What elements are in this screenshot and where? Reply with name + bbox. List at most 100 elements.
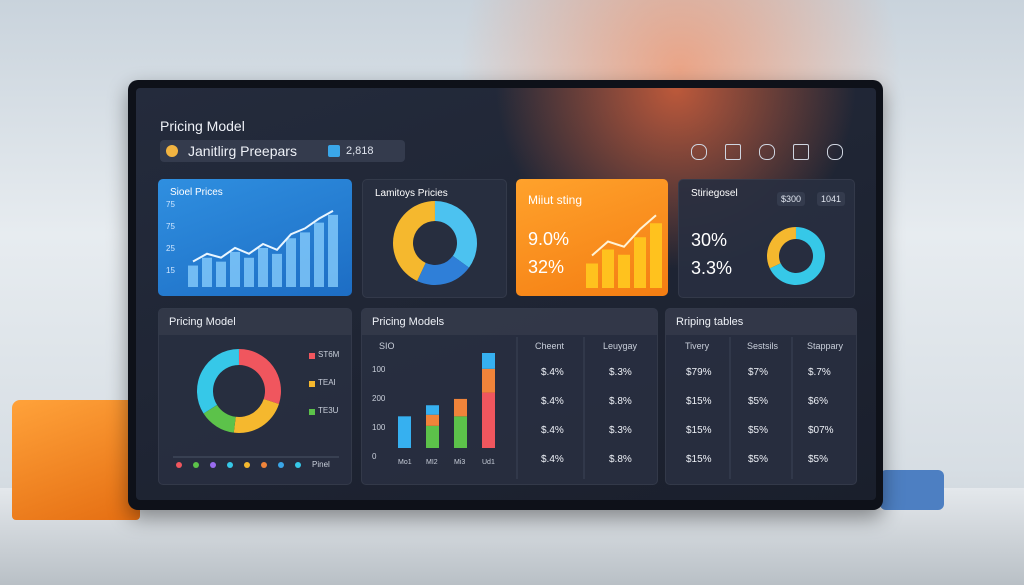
table-header: Leuygay — [603, 341, 638, 351]
chart — [586, 214, 662, 288]
table-header: Stappary — [807, 341, 844, 351]
x-label: Mi3 — [454, 459, 466, 466]
table-header: Cheent — [535, 341, 565, 351]
table-header: SIO — [379, 341, 395, 351]
table-cell: $.4% — [541, 396, 564, 407]
axis-label: 25 — [166, 244, 175, 253]
donut-segment — [393, 201, 435, 282]
panel-title: Rriping tables — [676, 316, 744, 328]
blue-cart — [880, 470, 944, 510]
table-cell: $.4% — [541, 367, 564, 378]
table-cell: $15% — [686, 425, 712, 436]
stat-value: 30% — [691, 230, 728, 250]
x-label: Pinel — [312, 460, 330, 469]
bar-segment — [426, 414, 439, 426]
donut-segment — [767, 227, 796, 269]
table-cell: $5% — [808, 454, 829, 465]
card: Sioel Prices 75 75 25 15 — [158, 179, 352, 296]
axis-label: 100 — [372, 423, 386, 432]
table-cell: $79% — [686, 367, 712, 378]
axis-label: 75 — [166, 222, 175, 231]
legend-swatch — [309, 381, 315, 387]
donut-segment — [197, 349, 239, 414]
table-cell: $07% — [808, 425, 834, 436]
bar-segment — [426, 405, 439, 415]
bar — [244, 257, 254, 287]
panel-title-bar — [362, 309, 657, 335]
axis-label: 0 — [372, 452, 377, 461]
donut-segment — [203, 404, 236, 433]
bar — [272, 253, 282, 287]
table-cell: $5% — [748, 396, 769, 407]
trend-line — [192, 209, 334, 263]
trend-line — [591, 214, 657, 257]
donut-segment — [769, 227, 825, 285]
table-cell: $.8% — [609, 454, 632, 465]
stat-value: 3.3% — [691, 258, 733, 278]
bar — [314, 222, 324, 287]
chip: 1041 — [817, 192, 846, 206]
bar — [230, 251, 240, 287]
table-header: Tivery — [685, 341, 710, 351]
table-cell: $.4% — [541, 425, 564, 436]
search-icon — [166, 145, 178, 157]
table-cell: $.8% — [609, 396, 632, 407]
dot — [295, 462, 301, 468]
axis-label: 15 — [166, 266, 175, 275]
dot — [210, 462, 216, 468]
card-title: Miiut sting — [528, 193, 583, 207]
chip: $300 — [777, 192, 806, 206]
icon-doc[interactable] — [759, 144, 775, 160]
axis-label: 200 — [372, 394, 386, 403]
panel: Rriping tables Tivery Sestsils Stappary $79%… — [665, 308, 857, 485]
panel-title-bar — [159, 309, 351, 335]
dot — [193, 462, 199, 468]
bar — [650, 223, 662, 288]
panel-title: Pricing Models — [372, 316, 445, 328]
bar — [618, 254, 630, 288]
donut-segment — [435, 201, 477, 268]
legend-swatch — [309, 409, 315, 415]
card: Miiut sting 9.0% 32% — [516, 179, 668, 296]
icon-help[interactable] — [827, 144, 843, 160]
legend-label: ST6M — [318, 350, 340, 359]
checkbox[interactable] — [328, 145, 340, 157]
bar — [202, 257, 212, 287]
stat-value: 9.0% — [528, 229, 570, 249]
panel-title-bar — [666, 309, 856, 335]
bar-segment — [482, 353, 495, 369]
card: Stiriegosel $300 1041 30% 3.3% — [678, 179, 855, 298]
dashboard-title: Pricing Model — [160, 118, 245, 134]
axis-label: 75 — [166, 200, 175, 209]
table-cell: $5% — [748, 454, 769, 465]
table-cell: $.7% — [808, 367, 831, 378]
icon-users[interactable] — [793, 144, 809, 160]
dot — [227, 462, 233, 468]
search-bar[interactable]: Janitlirg Preepars 2,818 — [160, 140, 405, 162]
bar-segment — [454, 416, 467, 448]
table-header: Sestsils — [747, 341, 779, 351]
table-cell: $.4% — [541, 454, 564, 465]
chart — [767, 227, 825, 285]
bar-segment — [426, 425, 439, 448]
x-label: Mo1 — [398, 459, 412, 466]
table-cell: $6% — [808, 396, 829, 407]
badge-text: 2,818 — [346, 145, 374, 157]
bar — [328, 214, 338, 287]
icon-flag[interactable] — [725, 144, 741, 160]
donut-segment — [417, 255, 469, 285]
screen: Pricing Model Janitlirg Preepars 2,818 Sioe… — [136, 88, 876, 500]
chart: 75 75 25 15 — [166, 200, 338, 287]
bar — [216, 261, 226, 287]
legend-label: TE3U — [318, 406, 339, 415]
x-label: Ud1 — [482, 459, 495, 466]
card-title: Lamitoys Pricies — [375, 188, 448, 199]
bar-segment — [398, 416, 411, 448]
icon-search[interactable] — [691, 144, 707, 160]
panel: Pricing Model ST6M TEAI TE3U Pinel — [158, 308, 352, 485]
chart — [729, 337, 793, 479]
table-cell: $7% — [748, 367, 769, 378]
axis-label: 100 — [372, 365, 386, 374]
bar — [300, 232, 310, 287]
